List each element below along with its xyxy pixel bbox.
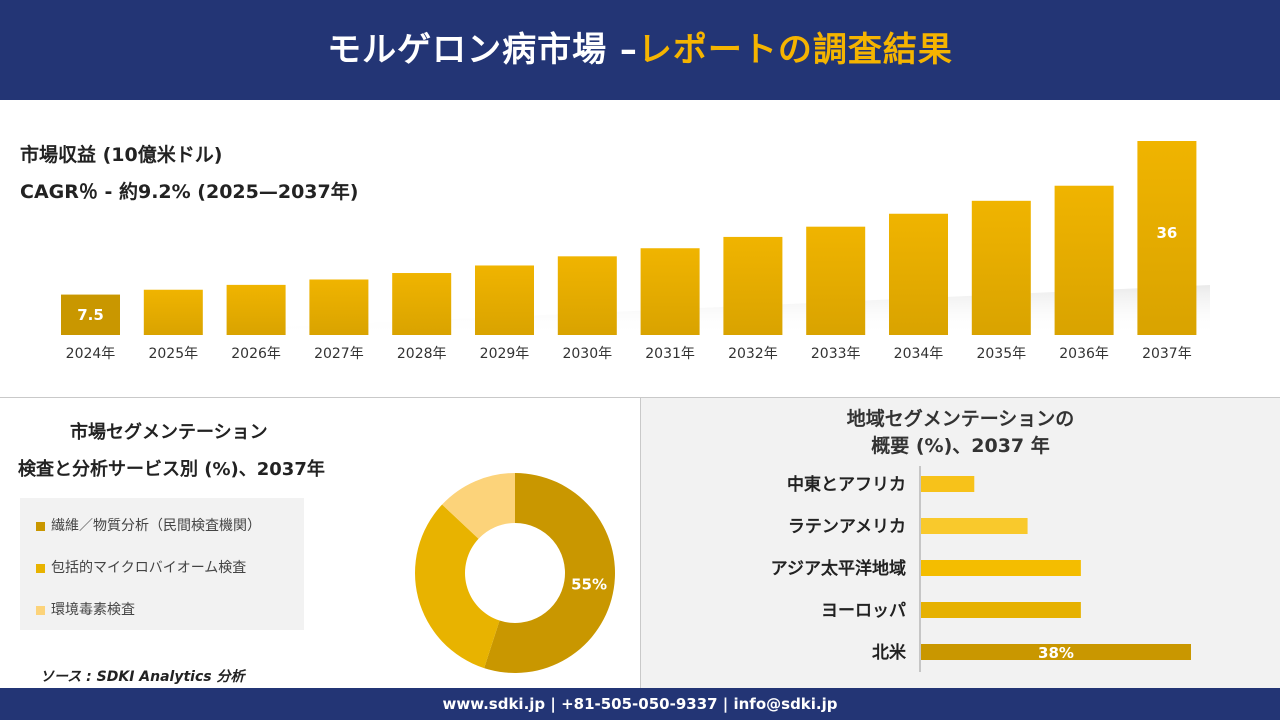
- source-note: ソース : SDKI Analytics 分析: [40, 669, 245, 685]
- tick-label: 2034年: [894, 346, 944, 362]
- tick-label: 2026年: [231, 346, 281, 362]
- region-bar: [921, 476, 975, 492]
- bar-2037年: [1137, 141, 1197, 335]
- header-banner: モルゲロン病市場 –レポートの調査結果: [0, 0, 1280, 100]
- data-label: 7.5: [77, 306, 104, 324]
- bar-2031年: [640, 248, 700, 335]
- segment-title-1: 市場セグメンテーション: [70, 422, 268, 443]
- tick-label: 2036年: [1059, 346, 1109, 362]
- legend-label: 繊維／物質分析（民間検査機関）: [51, 518, 261, 534]
- bar-2032年: [723, 236, 783, 335]
- legend-label: 環境毒素検査: [51, 602, 135, 618]
- legend-swatch: [36, 521, 45, 531]
- region-bar: [921, 560, 1081, 576]
- bar-2030年: [557, 256, 617, 335]
- title-main: モルゲロン病市場 –: [327, 30, 638, 70]
- donut-slice: [415, 504, 500, 669]
- tick-label: 2030年: [562, 346, 612, 362]
- tick-label: 2027年: [314, 346, 364, 362]
- tick-label: 2029年: [480, 346, 530, 362]
- footer-bar: www.sdki.jp | +81-505-050-9337 | info@sd…: [0, 688, 1280, 720]
- tick-label: 2024年: [66, 346, 116, 362]
- page-title: モルゲロン病市場 –レポートの調査結果: [0, 0, 1280, 100]
- donut-chart: 55%: [415, 473, 615, 673]
- tick-label: 2028年: [397, 346, 447, 362]
- data-label: 55%: [571, 576, 607, 594]
- bar-2033年: [806, 226, 866, 335]
- bar-2025年: [143, 289, 203, 335]
- bar-2034年: [889, 213, 948, 335]
- region-title-2: 概要 (%)、2037 年: [871, 435, 1050, 457]
- bar-2024年: [61, 294, 120, 335]
- tick-label: 2025年: [148, 346, 198, 362]
- category-label: 北米: [872, 642, 907, 663]
- tick-label: 2033年: [811, 346, 861, 362]
- title-accent: レポートの調査結果: [637, 30, 953, 70]
- legend-swatch: [36, 563, 45, 573]
- region-bar: [921, 518, 1028, 534]
- horizontal-divider: [0, 397, 1280, 398]
- category-label: ラテンアメリカ: [788, 517, 906, 537]
- tick-label: 2035年: [976, 346, 1026, 362]
- donut-slice: [484, 473, 615, 673]
- region-segmentation-panel: 地域セグメンテーションの 概要 (%)、2037 年 中東とアフリカ ラテンアメリ…: [641, 398, 1280, 688]
- data-label: 38%: [1038, 644, 1074, 662]
- service-segmentation-panel: 市場セグメンテーション 検査と分析サービス別 (%)、2037年 繊維／物質分析…: [0, 398, 640, 688]
- footer-contact: www.sdki.jp | +81-505-050-9337 | info@sd…: [442, 695, 838, 713]
- bar-2036年: [1054, 185, 1114, 335]
- cagr-label: CAGR％ - 約9.2% (2025—2037年): [20, 181, 359, 203]
- legend-item-toxin: 環境毒素検査: [36, 599, 135, 619]
- tick-label: 2031年: [645, 346, 695, 362]
- revenue-bar-chart: 2024年 7.5 2025年 2026年 2027年 2028年 2029年 2030年 20…: [53, 141, 1210, 362]
- donut-legend: 繊維／物質分析（民間検査機関） 包括的マイクロバイオーム検査 環境毒素検査: [20, 498, 304, 630]
- vertical-divider: [640, 398, 641, 688]
- segment-title-2: 検査と分析サービス別 (%)、2037年: [18, 459, 325, 480]
- region-bar: [921, 602, 1081, 618]
- legend-item-fiber: 繊維／物質分析（民間検査機関）: [36, 515, 261, 535]
- category-label: アジア太平洋地域: [771, 558, 906, 579]
- legend-label: 包括的マイクロバイオーム検査: [51, 560, 247, 576]
- bar-2028年: [392, 273, 452, 335]
- tick-label: 2032年: [728, 346, 778, 362]
- bar-2026年: [226, 284, 286, 335]
- region-bar: [921, 644, 1191, 660]
- category-label: 中東とアフリカ: [787, 474, 906, 495]
- revenue-section: 2024年 7.5 2025年 2026年 2027年 2028年 2029年 2030年 20…: [0, 100, 1280, 397]
- category-label: ヨーロッパ: [821, 601, 906, 621]
- bar-2029年: [475, 265, 534, 335]
- donut-slice: [442, 473, 515, 539]
- bar-2035年: [971, 200, 1031, 335]
- data-label: 36: [1156, 224, 1177, 242]
- floor-shadow: [53, 285, 1210, 335]
- legend-item-microbiome: 包括的マイクロバイオーム検査: [36, 557, 246, 577]
- revenue-label: 市場収益 (10億米ドル): [20, 144, 223, 166]
- bar-2027年: [309, 279, 369, 335]
- tick-label: 2037年: [1142, 346, 1192, 362]
- region-title-1: 地域セグメンテーションの: [846, 408, 1075, 430]
- legend-swatch: [36, 605, 45, 615]
